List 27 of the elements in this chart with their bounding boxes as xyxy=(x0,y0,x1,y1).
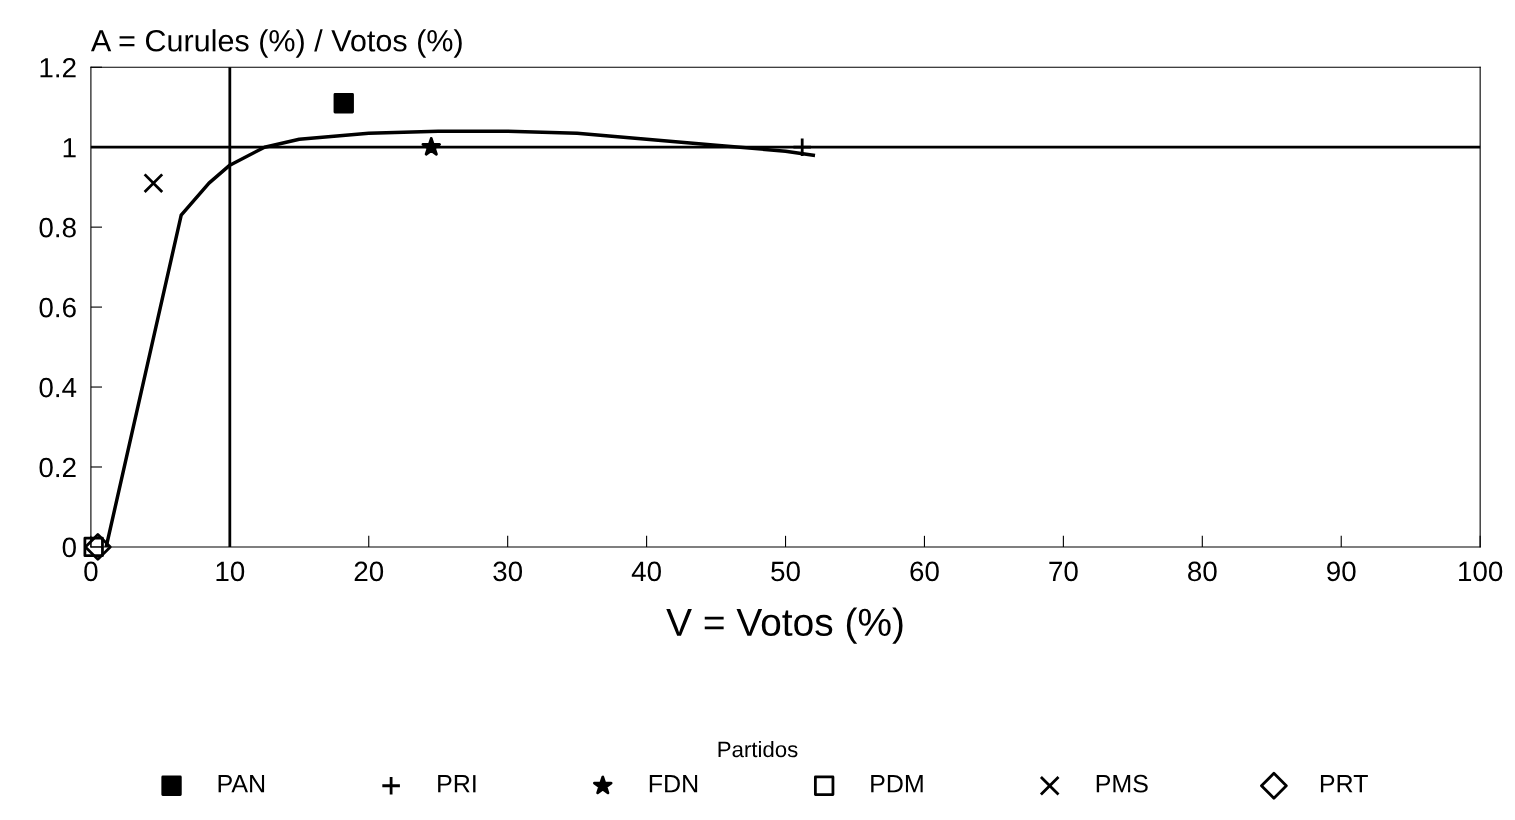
legend-title: Partidos xyxy=(718,740,798,758)
x-tick-label: 10 xyxy=(216,561,245,582)
legend-label: PMS xyxy=(1096,774,1148,793)
y-tick-label: 0.4 xyxy=(39,377,77,398)
x-tick-label: 0 xyxy=(84,561,98,582)
legend-label: PDM xyxy=(871,775,923,793)
y-axis-title: A = Curules (%) / Votos (%) xyxy=(90,29,462,58)
legend-label: PAN xyxy=(218,775,265,793)
legend-label: PRI xyxy=(438,775,476,793)
x-tick-label: 80 xyxy=(1188,561,1217,582)
y-tick-label: 0.8 xyxy=(39,217,76,238)
y-tick-label: 0.2 xyxy=(39,457,76,478)
x-tick-label: 90 xyxy=(1327,561,1356,582)
x-tick-label: 20 xyxy=(354,561,384,582)
x-axis-title: V = Votos (%) xyxy=(666,607,903,644)
y-tick-label: 1.2 xyxy=(40,57,76,78)
y-tick-label: 1 xyxy=(63,138,76,158)
y-tick-label: 0.6 xyxy=(39,297,76,318)
legend-label: PRT xyxy=(1320,775,1368,793)
legend-label: FDN xyxy=(649,775,698,793)
x-tick-label: 60 xyxy=(910,561,939,582)
x-tick-label: 50 xyxy=(771,561,800,582)
x-tick-label: 40 xyxy=(631,561,661,582)
x-tick-label: 100 xyxy=(1459,561,1503,582)
x-tick-label: 70 xyxy=(1049,561,1078,582)
x-tick-label: 30 xyxy=(493,561,523,582)
y-tick-label: 0 xyxy=(62,537,76,558)
